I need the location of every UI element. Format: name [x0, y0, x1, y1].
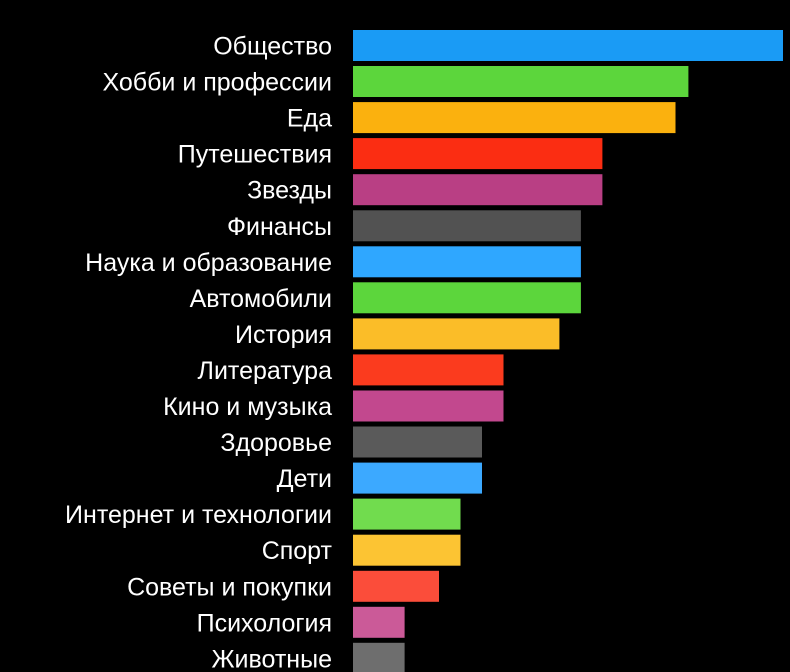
- bar-1: [353, 30, 783, 61]
- category-label-17: Психология: [197, 609, 332, 637]
- bar-15: [353, 534, 461, 566]
- bar-14: [353, 498, 461, 530]
- category-label-12: Здоровье: [220, 429, 332, 457]
- bar-2: [353, 66, 689, 97]
- bar-6: [353, 210, 581, 242]
- category-label-8: Автомобили: [190, 285, 332, 313]
- bar-7: [353, 246, 581, 278]
- category-label-2: Хобби и профессии: [102, 69, 332, 97]
- bar-4: [353, 138, 603, 170]
- bar-18: [353, 642, 405, 672]
- category-label-16: Советы и покупки: [127, 573, 332, 601]
- category-label-5: Звезды: [247, 177, 332, 205]
- category-label-1: Общество: [213, 33, 332, 61]
- category-label-18: Животные: [211, 645, 332, 672]
- category-label-14: Интернет и технологии: [65, 501, 332, 529]
- category-label-7: Наука и образование: [85, 249, 332, 277]
- bars: [353, 30, 783, 672]
- bar-10: [353, 354, 504, 386]
- bar-5: [353, 174, 603, 206]
- bar-9: [353, 318, 560, 350]
- category-label-13: Дети: [277, 465, 332, 493]
- category-label-6: Финансы: [227, 213, 332, 241]
- bar-13: [353, 462, 482, 494]
- bar-16: [353, 570, 439, 602]
- category-label-15: Спорт: [262, 537, 333, 565]
- category-label-9: История: [235, 321, 332, 349]
- category-label-4: Путешествия: [178, 141, 332, 169]
- category-label-3: Еда: [287, 105, 332, 133]
- bar-8: [353, 282, 581, 314]
- bar-3: [353, 102, 676, 134]
- category-label-10: Литература: [198, 357, 333, 385]
- category-labels: Общество Хобби и профессии Еда Путешествия З…: [65, 33, 332, 672]
- bar-12: [353, 426, 482, 458]
- bar-17: [353, 606, 405, 638]
- bar-11: [353, 390, 504, 422]
- category-label-11: Кино и музыка: [163, 393, 332, 421]
